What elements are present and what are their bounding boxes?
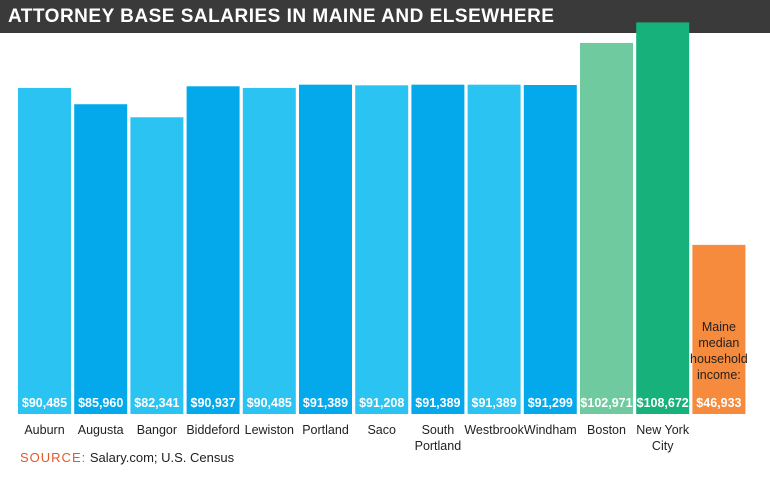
value-label: $91,389: [415, 396, 460, 410]
category-label: Windham: [524, 423, 577, 437]
value-label: $90,937: [191, 396, 236, 410]
source-text: Salary.com; U.S. Census: [89, 450, 235, 465]
category-label: Augusta: [78, 423, 124, 437]
value-label: $91,389: [303, 396, 348, 410]
value-label: $91,299: [528, 396, 573, 410]
source-label: SOURCE:: [20, 450, 87, 465]
bar: [18, 87, 71, 415]
bar: [523, 84, 577, 414]
bar: [636, 22, 690, 414]
value-label: $90,485: [247, 396, 292, 410]
category-label: Boston: [587, 423, 626, 437]
value-label: $91,389: [472, 396, 517, 410]
bar: [467, 84, 521, 414]
category-label: Bangor: [137, 423, 177, 437]
bar: [355, 85, 409, 415]
value-label: $82,341: [134, 396, 179, 410]
source-note: SOURCE: Salary.com; U.S. Census: [20, 450, 234, 465]
category-label: Auburn: [24, 423, 64, 437]
category-label: Saco: [367, 423, 396, 437]
category-label: Lewiston: [245, 423, 294, 437]
title-bar: ATTORNEY BASE SALARIES IN MAINE AND ELSE…: [0, 0, 770, 33]
value-label: $91,208: [359, 396, 404, 410]
value-label: $90,485: [22, 396, 67, 410]
bar: [130, 117, 184, 415]
bar: [242, 87, 296, 415]
value-label: $108,672: [637, 396, 689, 410]
bar: [692, 244, 746, 414]
category-label: New York City: [636, 423, 690, 453]
category-label: Portland: [302, 423, 349, 437]
bar: [580, 42, 633, 414]
value-label: $85,960: [78, 396, 123, 410]
bar: [299, 84, 352, 414]
value-label: $102,971: [580, 396, 632, 410]
bar: [74, 104, 128, 414]
annotation-label: Maine median household income:: [690, 320, 748, 382]
category-label: South Portland: [415, 423, 462, 453]
value-label: $46,933: [696, 396, 741, 410]
category-label: Westbrook: [464, 423, 524, 437]
category-label: Biddeford: [186, 423, 240, 437]
bar: [186, 86, 240, 414]
bar: [411, 84, 465, 414]
chart-title: ATTORNEY BASE SALARIES IN MAINE AND ELSE…: [8, 6, 555, 27]
